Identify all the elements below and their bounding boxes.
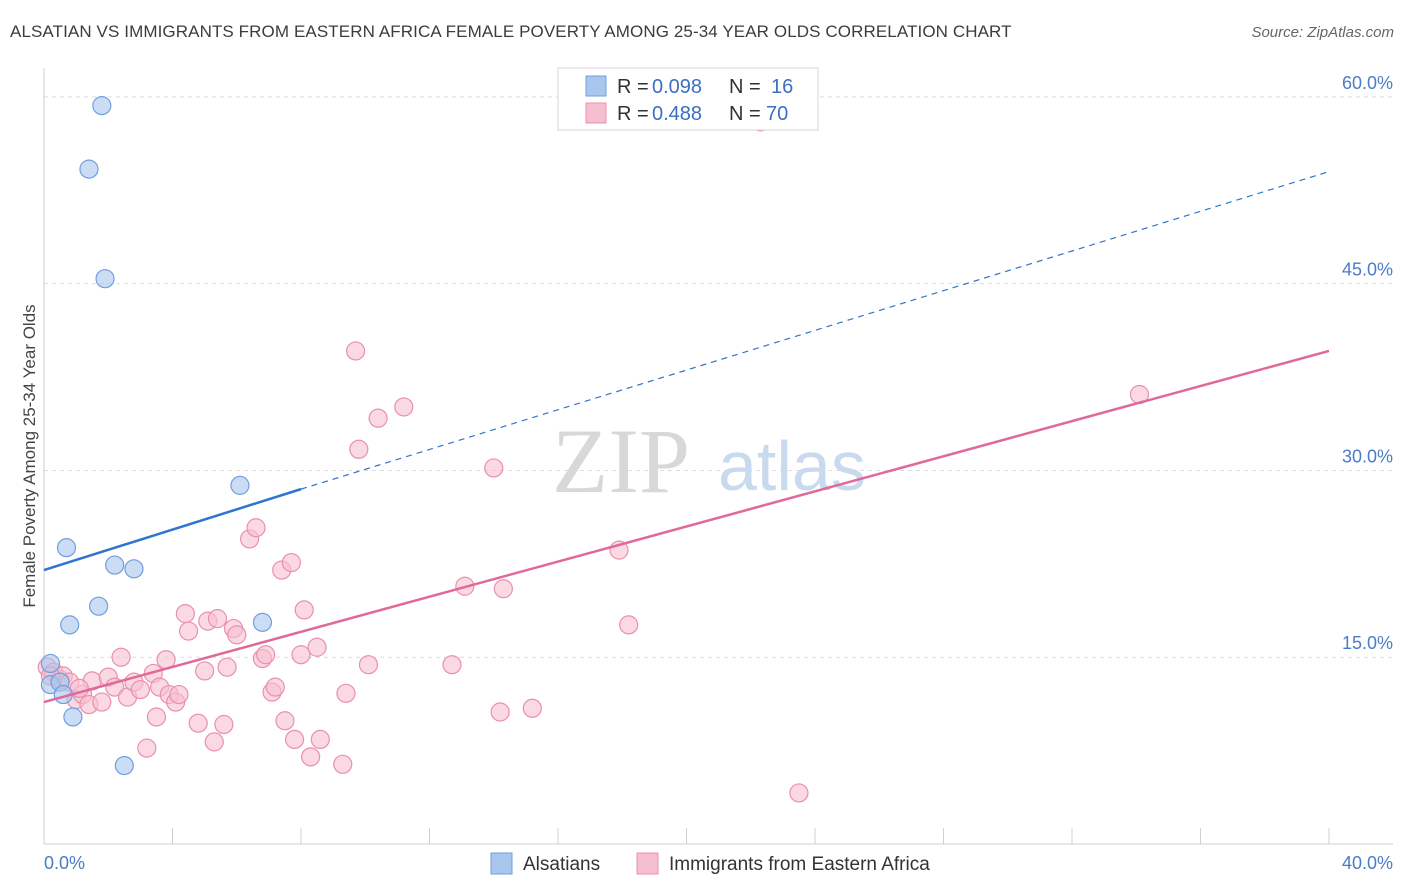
watermark: ZIP atlas xyxy=(552,410,866,512)
x-tick-label-right: 40.0% xyxy=(1342,853,1393,873)
immigrant-point xyxy=(275,711,295,731)
correlation-legend: R = 0.098 N = 16 R = 0.488 N = 70 xyxy=(557,67,819,131)
alsatian-point xyxy=(60,615,80,635)
y-tick-labels: 15.0% 30.0% 45.0% 60.0% xyxy=(1342,73,1393,653)
immigrant-point xyxy=(227,625,247,645)
alsatian-trend-dashed xyxy=(300,171,1330,490)
y-tick-label: 45.0% xyxy=(1342,260,1393,280)
x-tick-label-left: 0.0% xyxy=(44,853,85,873)
immigrant-point xyxy=(188,713,208,733)
trend-lines xyxy=(43,171,1330,704)
immigrant-point xyxy=(307,637,327,657)
immigrant-point xyxy=(265,677,285,697)
legend-r-value-1: 0.098 xyxy=(652,76,702,98)
immigrant-point xyxy=(490,702,510,722)
alsatian-point xyxy=(63,707,83,727)
immigrant-point xyxy=(336,683,356,703)
grid-lines xyxy=(44,96,1393,658)
chart-title: ALSATIAN VS IMMIGRANTS FROM EASTERN AFRI… xyxy=(10,22,1012,41)
legend-r-label-1: R = xyxy=(617,76,649,98)
immigrant-point xyxy=(619,615,639,635)
immigrant-point xyxy=(394,397,414,417)
bottom-legend-alsatians: Alsatians xyxy=(523,854,600,875)
immigrant-point xyxy=(92,692,112,712)
alsatian-point xyxy=(114,755,134,776)
immigrant-point xyxy=(358,655,379,675)
immigrant-point xyxy=(291,645,311,665)
legend-n-label-1: N = xyxy=(729,76,761,98)
immigrant-point xyxy=(111,647,131,667)
bottom-legend-immigrants: Immigrants from Eastern Africa xyxy=(669,854,930,875)
immigrant-point xyxy=(217,657,237,677)
legend-swatch-alsatians xyxy=(585,75,607,97)
immigrant-point xyxy=(204,732,224,752)
immigrant-point xyxy=(442,655,462,675)
series-alsatians-points xyxy=(40,96,273,776)
alsatian-point xyxy=(89,596,109,616)
axes xyxy=(43,68,1393,845)
immigrant-point xyxy=(130,679,150,700)
immigrant-point xyxy=(256,645,276,665)
alsatian-point xyxy=(40,653,61,674)
legend-r-value-2: 0.488 xyxy=(652,103,702,125)
series-legend: Alsatians Immigrants from Eastern Africa xyxy=(490,852,930,875)
immigrant-point xyxy=(246,518,266,538)
alsatian-point xyxy=(79,159,99,179)
y-tick-label: 30.0% xyxy=(1342,446,1393,466)
y-tick-label: 60.0% xyxy=(1342,73,1393,93)
immigrant-point xyxy=(484,458,504,478)
alsatian-point xyxy=(95,269,115,289)
alsatian-point xyxy=(105,555,125,575)
immigrant-point xyxy=(333,754,353,774)
legend-n-label-2: N = xyxy=(729,103,761,125)
immigrant-point xyxy=(178,621,199,641)
alsatian-point xyxy=(92,96,112,116)
immigrant-point xyxy=(310,729,330,750)
immigrant-point xyxy=(522,698,542,718)
chart-source: Source: ZipAtlas.com xyxy=(1251,24,1394,41)
alsatian-trend-solid xyxy=(43,487,302,572)
immigrant-point xyxy=(195,661,215,681)
immigrant-point xyxy=(294,600,314,620)
y-tick-label: 15.0% xyxy=(1342,633,1393,653)
immigrant-point xyxy=(281,552,301,573)
alsatian-point xyxy=(124,559,144,579)
immigrant-point xyxy=(214,714,234,735)
immigrant-point xyxy=(137,738,157,758)
immigrant-point xyxy=(284,729,305,750)
y-axis-label: Female Poverty Among 25-34 Year Olds xyxy=(20,304,39,607)
alsatian-point xyxy=(56,538,77,558)
bottom-legend-swatch-immigrants xyxy=(636,852,659,875)
bottom-legend-swatch-alsatians xyxy=(490,852,513,875)
immigrant-point xyxy=(349,439,369,459)
watermark-atlas: atlas xyxy=(718,427,866,505)
immigrant-point xyxy=(169,684,189,705)
alsatian-point xyxy=(252,612,273,632)
legend-swatch-immigrants xyxy=(585,102,607,124)
legend-n-value-1: 16 xyxy=(771,76,793,98)
immigrant-point xyxy=(301,747,321,767)
immigrant-trend-line xyxy=(43,349,1330,704)
immigrant-point xyxy=(493,579,513,599)
immigrant-point xyxy=(368,408,388,428)
watermark-zip: ZIP xyxy=(552,410,690,512)
immigrant-point xyxy=(789,783,809,803)
legend-n-value-2: 70 xyxy=(766,103,788,125)
legend-r-label-2: R = xyxy=(617,103,649,125)
immigrant-point xyxy=(207,609,228,629)
immigrant-point xyxy=(146,707,167,727)
alsatian-point xyxy=(230,475,250,495)
immigrant-point xyxy=(175,604,195,624)
immigrant-point xyxy=(346,341,366,361)
